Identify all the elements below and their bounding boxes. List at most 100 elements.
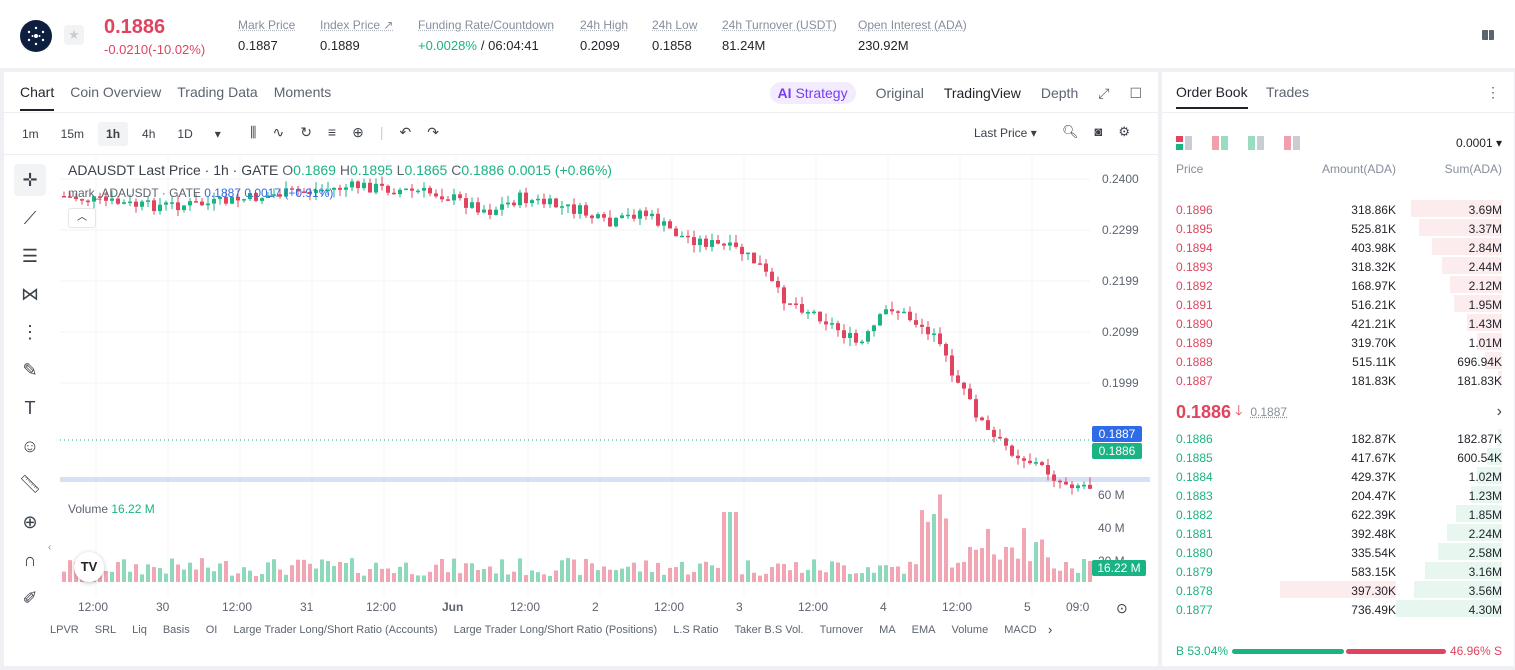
ask-row[interactable]: 0.1889 319.70K 1.01M [1176,333,1502,352]
brush-icon[interactable]: ✎ [22,359,38,380]
view-both-alt-icon[interactable] [1212,136,1228,150]
stat-label[interactable]: 24h Low [652,18,698,32]
view-both-icon[interactable] [1176,136,1192,150]
redo-icon[interactable]: ↷ [427,124,439,140]
crosshair-icon[interactable]: ✛ [14,164,46,196]
lock-drawing-icon[interactable]: ✐ [22,587,38,608]
stat-label[interactable]: Index Price ↗ [320,18,394,32]
indicator-6[interactable]: Large Trader Long/Short Ratio (Positions… [453,624,658,636]
indicator-3[interactable]: Basis [162,624,190,636]
trendline-icon[interactable]: ⟋ [23,207,37,228]
bid-row[interactable]: 0.1881 392.48K 2.24M [1176,524,1502,543]
indicator-0[interactable]: LPVR [50,624,79,636]
candle-body [350,181,354,188]
indicator-8[interactable]: Taker B.S Vol. [734,624,804,636]
precision-select[interactable]: 0.0001 ▾ [1455,136,1502,150]
timeframe-dropdown-icon[interactable]: ▾ [214,127,221,141]
tab-coin-overview[interactable]: Coin Overview [70,84,162,100]
add-indicator-icon[interactable]: ⊕ [352,124,364,140]
chevron-right-icon[interactable]: › [1496,403,1502,420]
indicator-9[interactable]: Turnover [819,624,864,636]
indicator-10[interactable]: MA [879,624,896,636]
collapse-legend-button[interactable]: ︿ [68,208,96,228]
view-asks-icon[interactable] [1284,136,1300,150]
stat-label[interactable]: 24h Turnover (USDT) [722,18,837,32]
hlines-icon[interactable]: ☰ [21,245,39,266]
tab-depth[interactable]: Depth [1040,85,1079,101]
emoji-icon[interactable]: ☺ [20,435,40,456]
ask-row[interactable]: 0.1893 318.32K 2.44M [1176,257,1502,276]
indicator-2[interactable]: Liq [132,624,147,636]
time-settings-icon[interactable]: ⊙ [1116,600,1128,616]
window-icon[interactable]: ☐ [1129,84,1142,101]
search-icon[interactable]: 🔍︎ [1062,124,1079,139]
fullscreen-icon[interactable]: ⤢ [1098,84,1110,101]
timeframe-1D[interactable]: 1D [177,127,193,141]
view-bids-icon[interactable] [1248,136,1264,150]
replay-icon[interactable]: ↻ [300,124,312,140]
camera-icon[interactable]: ◙ [1094,124,1103,139]
indicator-11[interactable]: EMA [911,624,936,636]
ask-row[interactable]: 0.1895 525.81K 3.37M [1176,219,1502,238]
price-source-select[interactable]: Last Price ▾ [974,126,1037,140]
candle-body [434,193,438,197]
tab-trades[interactable]: Trades [1266,84,1310,100]
candle-body [302,191,306,193]
ruler-icon[interactable]: 📏︎ [18,473,42,494]
stat-label[interactable]: Funding Rate/Countdown [418,18,555,32]
template-icon[interactable]: ≡ [327,124,337,140]
ask-row[interactable]: 0.1894 403.98K 2.84M [1176,238,1502,257]
favorite-star-icon[interactable]: ★ [64,25,84,45]
tab-tradingview[interactable]: TradingView [943,85,1021,101]
ask-row[interactable]: 0.1896 318.86K 3.69M [1176,200,1502,219]
candle-type-icon[interactable]: ⫼ [250,124,257,140]
bid-row[interactable]: 0.1882 622.39K 1.85M [1176,505,1502,524]
indicator-icon[interactable]: ∿ [272,124,285,140]
more-options-icon[interactable]: ⋮ [1486,84,1500,100]
fib-icon[interactable]: ⋮ [21,321,39,342]
indicator-5[interactable]: Large Trader Long/Short Ratio (Accounts) [233,624,438,636]
pattern-icon[interactable]: ⋈ [21,283,39,304]
tab-moments[interactable]: Moments [273,84,332,100]
text-icon[interactable]: T [24,397,36,418]
ask-row[interactable]: 0.1892 168.97K 2.12M [1176,276,1502,295]
magnet-icon[interactable]: ∩ [23,549,37,570]
tab-original[interactable]: Original [875,85,924,101]
timeframe-1h[interactable]: 1h [98,122,129,146]
indicator-7[interactable]: L.S Ratio [673,624,719,636]
bid-row[interactable]: 0.1883 204.47K 1.23M [1176,486,1502,505]
tab-order-book[interactable]: Order Book [1176,84,1248,109]
strategy-button[interactable]: AI Strategy [769,82,856,104]
bid-row[interactable]: 0.1877 736.49K 4.30M [1176,600,1502,619]
ask-row[interactable]: 0.1887 181.83K 181.83K [1176,371,1502,390]
ask-row[interactable]: 0.1891 516.21K 1.95M [1176,295,1502,314]
bid-row[interactable]: 0.1878 397.30K 3.56M [1176,581,1502,600]
tab-chart[interactable]: Chart [20,84,54,111]
indicator-13[interactable]: MACD [1004,624,1037,636]
bid-row[interactable]: 0.1886 182.87K 182.87K [1176,429,1502,448]
bid-row[interactable]: 0.1879 583.15K 3.16M [1176,562,1502,581]
stat-label[interactable]: Mark Price [238,18,296,32]
indicator-4[interactable]: OI [205,624,218,636]
indicators-next-icon[interactable]: › [1048,622,1053,637]
scroll-left-icon[interactable]: ‹ [48,542,52,553]
gear-icon[interactable]: ⚙ [1118,124,1131,139]
stat-label[interactable]: Open Interest (ADA) [858,18,967,32]
stat-label[interactable]: 24h High [580,18,629,32]
ask-row[interactable]: 0.1890 421.21K 1.43M [1176,314,1502,333]
indicator-12[interactable]: Volume [951,624,989,636]
mid-price-row[interactable]: 0.1886 🡓 0.1887 › [1176,400,1502,424]
ask-row[interactable]: 0.1888 515.11K 696.94K [1176,352,1502,371]
bid-row[interactable]: 0.1884 429.37K 1.02M [1176,467,1502,486]
bid-row[interactable]: 0.1880 335.54K 2.58M [1176,543,1502,562]
tab-trading-data[interactable]: Trading Data [177,84,258,100]
candlestick-chart[interactable] [60,156,1150,606]
timeframe-15m[interactable]: 15m [60,127,85,141]
timeframe-4h[interactable]: 4h [142,127,156,141]
timeframe-1m[interactable]: 1m [22,127,39,141]
undo-icon[interactable]: ↶ [399,124,412,140]
zoom-in-icon[interactable]: ⊕ [22,511,38,532]
bid-row[interactable]: 0.1885 417.67K 600.54K [1176,448,1502,467]
indicator-1[interactable]: SRL [94,624,117,636]
book-icon[interactable] [1481,28,1495,42]
